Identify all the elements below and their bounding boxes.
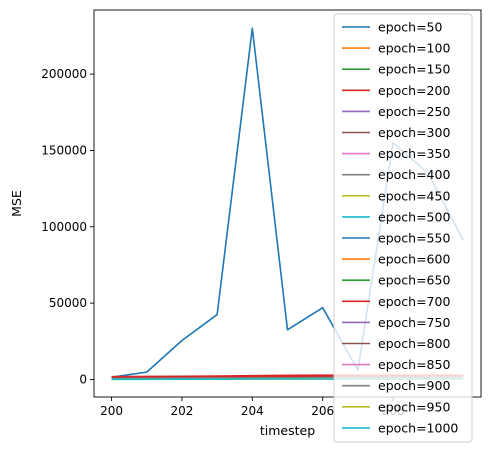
legend-entry: epoch=350 — [378, 146, 450, 161]
legend-entry: epoch=150 — [378, 62, 450, 77]
legend-entry: epoch=900 — [378, 378, 450, 393]
y-tick-label: 100000 — [41, 220, 87, 234]
x-tick-label: 204 — [241, 404, 264, 418]
legend-entry: epoch=950 — [378, 399, 450, 414]
y-tick-label: 150000 — [41, 143, 87, 157]
y-axis-ticks: 0 50000 100000 150000 200000 — [41, 67, 94, 386]
y-tick-label: 200000 — [41, 67, 87, 81]
x-axis-label: timestep — [260, 423, 315, 438]
legend: epoch=50 epoch=100 epoch=150 epoch=200 epoch… — [333, 13, 473, 443]
x-tick-label: 206 — [311, 404, 334, 418]
x-tick-label: 200 — [100, 404, 123, 418]
legend-entry: epoch=500 — [378, 209, 450, 224]
legend-entry: epoch=250 — [378, 104, 450, 119]
legend-entry: epoch=300 — [378, 125, 450, 140]
plot-frame — [93, 9, 482, 398]
legend-entry: epoch=200 — [378, 83, 450, 98]
legend-entry: epoch=650 — [378, 273, 450, 288]
y-tick-label: 50000 — [49, 296, 87, 310]
legend-entry: epoch=750 — [378, 315, 450, 330]
legend-entry: epoch=800 — [378, 336, 450, 351]
legend-entry: epoch=450 — [378, 188, 450, 203]
y-axis-label: MSE — [9, 190, 24, 217]
legend-box — [333, 13, 473, 443]
legend-entry: epoch=700 — [378, 294, 450, 309]
legend-entry: epoch=550 — [378, 231, 450, 246]
legend-entry: epoch=50 — [378, 20, 442, 35]
legend-entry: epoch=100 — [378, 41, 450, 56]
x-tick-label: 202 — [171, 404, 194, 418]
legend-entry: epoch=600 — [378, 252, 450, 267]
legend-entry: epoch=1000 — [378, 420, 458, 435]
legend-entry: epoch=400 — [378, 167, 450, 182]
legend-entry: epoch=850 — [378, 357, 450, 372]
y-tick-label: 0 — [79, 372, 87, 386]
